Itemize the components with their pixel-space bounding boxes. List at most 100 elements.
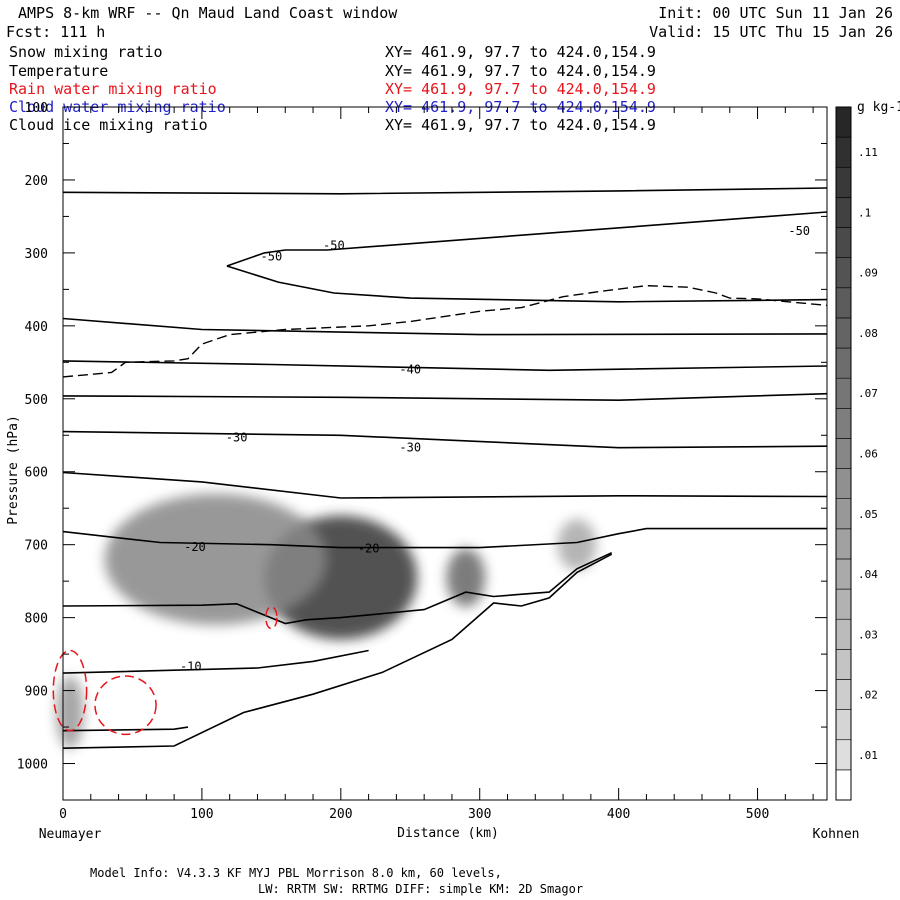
- colorbar-tick-label: .11: [858, 146, 878, 159]
- contour-labels: -50 -50 -50 -40 -30 -30 -20 -20 -10: [180, 224, 810, 673]
- snow-blob: [557, 519, 597, 571]
- colorbar-bin: [835, 618, 852, 650]
- isotherm-label: -20: [358, 541, 380, 555]
- x-tick-label: 0: [59, 807, 67, 822]
- colorbar-bin: [835, 347, 852, 379]
- colorbar-bin: [835, 709, 852, 741]
- x-tick-label: 500: [746, 807, 769, 822]
- cloud-ice-contour: [62, 284, 828, 378]
- field-xy: XY= 461.9, 97.7 to 424.0,154.9: [385, 116, 656, 134]
- colorbar-tick-label: .1: [858, 206, 871, 219]
- colorbar-bin: [835, 227, 852, 258]
- isotherm-line: [62, 551, 613, 625]
- isotherm-label: -50: [323, 239, 345, 253]
- field-name: Rain water mixing ratio: [9, 80, 217, 98]
- colorbar-bin: [835, 649, 852, 680]
- colorbar: .01 .02 .03 .04 .05 .06 .07 .08 .09 .1 .11: [835, 106, 878, 801]
- isotherm-line: [62, 360, 828, 372]
- colorbar-bin: [835, 377, 852, 409]
- isotherm-line: [62, 392, 828, 402]
- rain-contour: [94, 675, 157, 736]
- colorbar-bin: [835, 257, 852, 289]
- colorbar-unit: g kg-1: [857, 100, 900, 115]
- isotherm-line: [62, 553, 613, 749]
- y-tick-label: 100: [25, 101, 48, 116]
- colorbar-bin: [835, 588, 852, 620]
- isotherm-label: -30: [399, 441, 421, 455]
- field-xy: XY= 461.9, 97.7 to 424.0,154.9: [385, 43, 656, 61]
- x-tick-label: 100: [190, 807, 213, 822]
- colorbar-frame: [835, 106, 852, 801]
- field-legend: Snow mixing ratio XY= 461.9, 97.7 to 424…: [9, 43, 656, 134]
- isotherm-line: [226, 211, 828, 267]
- field-xy: XY= 461.9, 97.7 to 424.0,154.9: [385, 80, 656, 98]
- snow-blob: [104, 493, 327, 625]
- y-tick-label: 1000: [17, 758, 48, 773]
- isotherm-line: [62, 430, 828, 449]
- isotherm-label: -50: [261, 250, 283, 264]
- colorbar-bin: [835, 408, 852, 439]
- chart-title: AMPS 8-km WRF -- Qn Maud Land Coast wind…: [18, 4, 398, 22]
- snow-shading: [56, 493, 597, 749]
- model-info: Model Info: V4.3.3 KF MYJ PBL Morrison 8…: [90, 866, 502, 880]
- colorbar-tick-label: .07: [858, 387, 878, 400]
- rain-contour: [52, 649, 88, 732]
- isotherm-label: -30: [226, 430, 248, 444]
- field-name: Snow mixing ratio: [9, 43, 163, 61]
- snow-blob: [56, 675, 84, 749]
- isotherm-label: -20: [184, 540, 206, 554]
- colorbar-bin: [835, 287, 852, 319]
- isotherm-label: -50: [788, 224, 810, 238]
- y-tick-label: 800: [25, 612, 48, 627]
- colorbar-bin: [835, 498, 852, 530]
- colorbar-bin: [835, 317, 852, 349]
- field-name: Cloud ice mixing ratio: [9, 116, 208, 134]
- field-name: Temperature: [9, 62, 108, 80]
- colorbar-tick-label: .02: [858, 689, 878, 702]
- y-tick-label: 700: [25, 539, 48, 554]
- isotherm-line: [62, 649, 369, 674]
- y-tick-label: 600: [25, 466, 48, 481]
- colorbar-bin: [835, 769, 852, 801]
- colorbar-bin: [835, 558, 852, 590]
- rain-contour: [265, 605, 278, 630]
- colorbar-tick-label: .06: [858, 448, 878, 461]
- isotherm-line: [62, 187, 828, 195]
- x-tick-label: 200: [329, 807, 352, 822]
- x-tick-label: 400: [607, 807, 630, 822]
- isotherm-label: -40: [399, 363, 421, 377]
- colorbar-bin: [835, 528, 852, 560]
- isotherm-line: [226, 265, 828, 303]
- colorbar-tick-label: .01: [858, 749, 878, 762]
- y-axis: 100 200 300 400 500 600 700 800 900 1000: [17, 101, 827, 773]
- colorbar-bin: [835, 739, 852, 771]
- plot-frame: [62, 106, 828, 801]
- colorbar-tick-label: .05: [858, 508, 878, 521]
- y-tick-label: 300: [25, 247, 48, 262]
- colorbar-bin: [835, 468, 852, 499]
- snow-blob: [446, 548, 486, 607]
- colorbar-tick-label: .09: [858, 267, 878, 280]
- isotherm-line: [62, 527, 827, 549]
- forecast-hour: Fcst: 111 h: [6, 23, 105, 41]
- colorbar-tick-label: .08: [858, 327, 878, 340]
- valid-time: Valid: 15 UTC Thu 15 Jan 26: [649, 23, 893, 41]
- x-tick-label: 300: [468, 807, 491, 822]
- temperature-contours: [62, 187, 828, 749]
- right-endpoint-label: Kohnen: [813, 827, 860, 842]
- y-tick-label: 500: [25, 393, 48, 408]
- y-tick-label: 200: [25, 174, 48, 189]
- colorbar-bin: [835, 106, 852, 138]
- field-xy: XY= 461.9, 97.7 to 424.0,154.9: [385, 62, 656, 80]
- colorbar-tick-label: .03: [858, 628, 878, 641]
- y-tick-label: 900: [25, 685, 48, 700]
- init-time: Init: 00 UTC Sun 11 Jan 26: [658, 4, 893, 22]
- y-axis-label: Pressure (hPa): [6, 415, 21, 525]
- isotherm-line: [62, 726, 189, 732]
- colorbar-bin: [835, 679, 852, 710]
- left-endpoint-label: Neumayer: [39, 827, 102, 842]
- model-physics: LW: RRTM SW: RRTMG DIFF: simple KM: 2D S…: [258, 882, 583, 896]
- rain-contours: [52, 605, 278, 736]
- isotherm-label: -10: [180, 660, 202, 674]
- cloud-ice-line: [62, 284, 828, 378]
